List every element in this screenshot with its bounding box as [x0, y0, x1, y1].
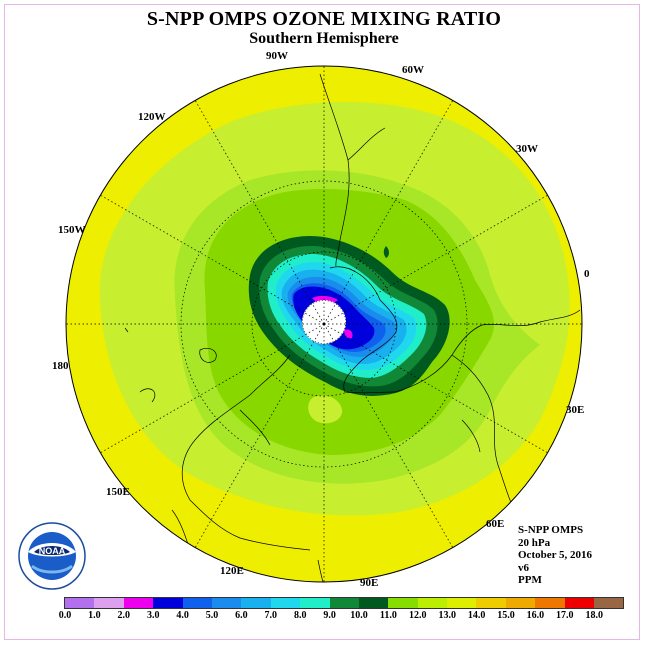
pressure-level-label: 20 hPa: [518, 536, 551, 549]
color-scale-tick: 7.0: [264, 610, 278, 621]
color-swatch: [505, 598, 536, 608]
south-pole-marker: [322, 322, 326, 326]
color-swatch: [241, 598, 271, 608]
color-swatch: [270, 598, 301, 608]
noaa-logo: NOAA: [18, 522, 86, 590]
map-boundary: [65, 65, 583, 583]
image-frame: [4, 4, 640, 640]
color-swatch: [329, 598, 359, 608]
island-patch: [383, 246, 389, 258]
color-scale-tick: 12.0: [409, 610, 427, 621]
lon-label-90w: 90W: [266, 50, 288, 62]
color-scale-tick: 5.0: [205, 610, 219, 621]
color-swatch: [447, 598, 477, 608]
color-scale-tick: 14.0: [467, 610, 486, 621]
magenta-patch-2: [344, 329, 353, 339]
color-swatch: [300, 598, 330, 608]
lon-label-60w: 60W: [402, 64, 424, 76]
color-scale-tick: 9.0: [323, 610, 336, 621]
map-subtitle: Southern Hemisphere: [249, 30, 399, 47]
lon-label-180: 180: [52, 360, 69, 372]
lon-label-150w: 150W: [58, 224, 86, 236]
light-patch: [308, 395, 343, 424]
color-swatch: [535, 598, 565, 608]
lon-label-60e: 60E: [486, 518, 505, 530]
noaa-logo-text: NOAA: [39, 546, 66, 556]
color-scale-tick: 6.0: [235, 610, 248, 621]
lon-label-90e: 90E: [360, 577, 379, 589]
color-swatch: [417, 598, 448, 608]
color-scale-bar: [64, 597, 625, 609]
color-swatch: [594, 598, 624, 608]
color-scale-tick: 2.0: [117, 610, 131, 621]
color-swatch: [476, 598, 506, 608]
color-swatch: [388, 598, 418, 608]
color-swatch: [123, 598, 154, 608]
polar-data-gap: [302, 300, 346, 344]
instrument-label: S-NPP OMPS: [518, 524, 584, 536]
color-scale-tick: 4.0: [176, 610, 189, 621]
color-swatch: [153, 598, 183, 608]
lon-label-30w: 30W: [516, 143, 538, 155]
lon-label-30e: 30E: [566, 404, 585, 416]
date-label: October 5, 2016: [518, 549, 593, 561]
color-swatch: [211, 598, 242, 608]
color-swatch: [65, 598, 95, 608]
color-swatch: [564, 598, 595, 608]
color-scale-tick: 0.0: [58, 610, 72, 621]
color-scale-tick: 16.0: [526, 610, 545, 621]
color-scale-tick: 3.0: [146, 610, 160, 621]
color-scale-tick: 10.0: [350, 610, 368, 621]
color-scale-tick: 8.0: [293, 610, 307, 621]
color-swatch: [182, 598, 212, 608]
lon-label-0: 0: [584, 268, 590, 280]
color-scale-tick: 1.0: [88, 610, 101, 621]
color-scale-tick: 17.0: [556, 610, 574, 621]
meridians: [65, 65, 583, 583]
map-title: S-NPP OMPS OZONE MIXING RATIO: [146, 8, 502, 30]
coastlines: [124, 73, 581, 582]
color-scale-tick: 18.0: [585, 610, 603, 621]
color-swatch: [358, 598, 389, 608]
color-scale-tick: 11.0: [379, 610, 397, 621]
lon-label-120w: 120W: [138, 111, 166, 123]
color-swatch: [94, 598, 124, 608]
version-label: v6: [518, 561, 529, 574]
units-label: PPM: [518, 574, 542, 586]
color-scale-tick: 13.0: [438, 610, 456, 621]
color-scale-tick: 15.0: [497, 610, 515, 621]
lon-label-150e: 150E: [106, 486, 130, 498]
data-info-block: S-NPP OMPS 20 hPa October 5, 2016 v6 PPM: [518, 524, 592, 587]
lon-label-120e: 120E: [220, 565, 244, 577]
